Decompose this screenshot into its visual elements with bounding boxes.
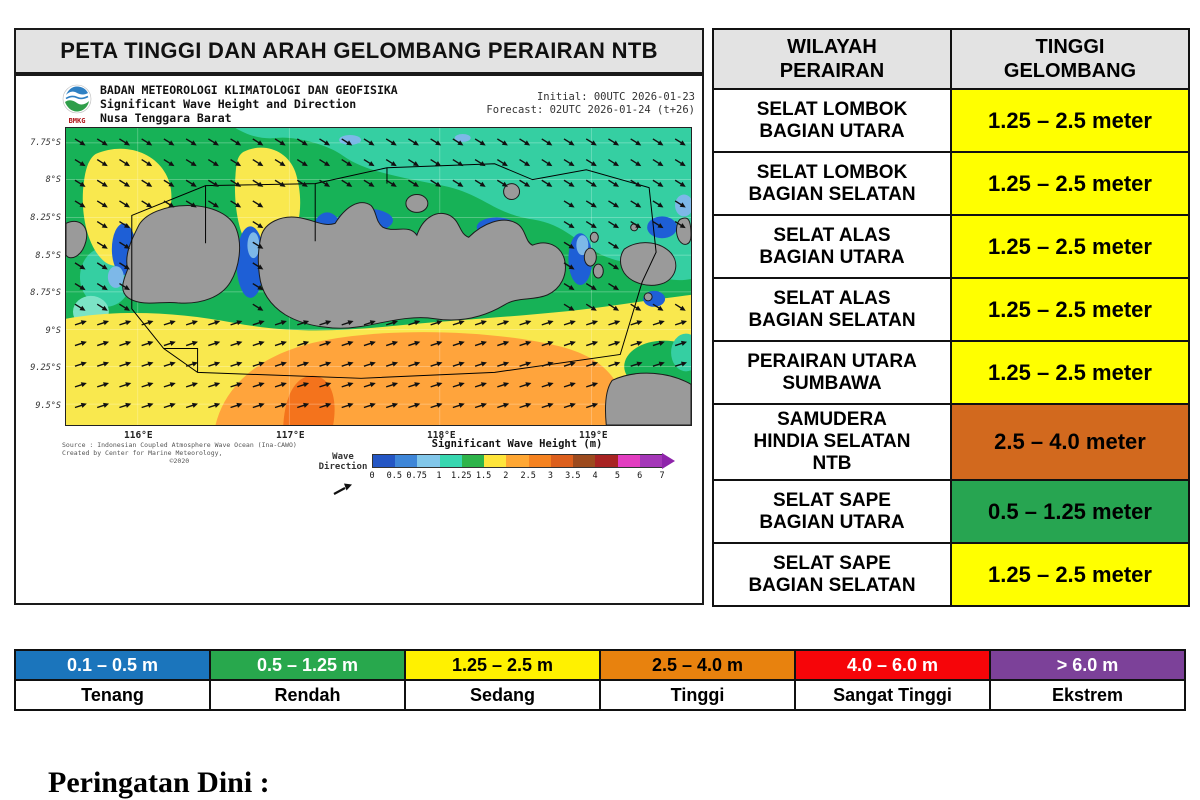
region-name: Nusa Tenggara Barat	[100, 111, 232, 125]
lat-tick: 8°S	[45, 175, 61, 185]
product-name: Significant Wave Height and Direction	[100, 97, 357, 111]
table-row: SELAT ALAS BAGIAN UTARA 1.25 – 2.5 meter	[712, 214, 1190, 279]
legend-range: 4.0 – 6.0 m	[794, 649, 991, 681]
height-cell: 1.25 – 2.5 meter	[950, 340, 1190, 405]
legend-label: Sangat Tinggi	[794, 679, 991, 711]
initial-time: Initial: 00UTC 2026-01-23	[536, 91, 695, 103]
table-row: SELAT SAPE BAGIAN UTARA 0.5 – 1.25 meter	[712, 479, 1190, 544]
height-cell: 2.5 – 4.0 meter	[950, 403, 1190, 481]
source-line: ©2020	[169, 457, 190, 465]
legend-label: Tinggi	[599, 679, 796, 711]
source-line: Created by Center for Marine Meteorology…	[62, 449, 223, 457]
height-cell: 1.25 – 2.5 meter	[950, 542, 1190, 607]
islands	[66, 183, 691, 425]
wave-height-table: WILAYAH PERAIRAN TINGGI GELOMBANG SELAT …	[712, 28, 1190, 607]
source-attribution: Source : Indonesian Coupled Atmosphere W…	[62, 441, 297, 465]
table-header-tinggi: TINGGI GELOMBANG	[950, 28, 1190, 90]
bmkg-logo-text: BMKG	[68, 117, 86, 125]
area-cell: SELAT SAPE BAGIAN SELATAN	[712, 542, 952, 607]
wave-map-panel: BMKG BADAN METEOROLOGI KLIMATOLOGI DAN G…	[14, 74, 704, 605]
lat-tick: 8.75°S	[30, 288, 61, 298]
area-cell: SAMUDERA HINDIA SELATAN NTB	[712, 403, 952, 481]
legend-label: Sedang	[404, 679, 601, 711]
height-cell: 0.5 – 1.25 meter	[950, 479, 1190, 544]
lat-tick: 8.5°S	[35, 251, 61, 261]
height-cell: 1.25 – 2.5 meter	[950, 214, 1190, 279]
legend-range: 2.5 – 4.0 m	[599, 649, 796, 681]
table-row: PERAIRAN UTARA SUMBAWA 1.25 – 2.5 meter	[712, 340, 1190, 405]
lon-tick: 117°E	[276, 430, 305, 441]
legend-range: 1.25 – 2.5 m	[404, 649, 601, 681]
lon-tick: 118°E	[427, 430, 456, 441]
height-cell: 1.25 – 2.5 meter	[950, 277, 1190, 342]
forecast-boundary	[131, 163, 657, 379]
area-cell: SELAT LOMBOK BAGIAN SELATAN	[712, 151, 952, 216]
wave-direction-key: Wave Direction	[312, 442, 374, 499]
table-row: SELAT LOMBOK BAGIAN SELATAN 1.25 – 2.5 m…	[712, 151, 1190, 216]
agency-name: BADAN METEOROLOGI KLIMATOLOGI DAN GEOFIS…	[100, 83, 398, 97]
area-cell: PERAIRAN UTARA SUMBAWA	[712, 340, 952, 405]
height-cell: 1.25 – 2.5 meter	[950, 88, 1190, 153]
table-row: SELAT LOMBOK BAGIAN UTARA 1.25 – 2.5 met…	[712, 88, 1190, 153]
area-cell: SELAT LOMBOK BAGIAN UTARA	[712, 88, 952, 153]
colorbar-ticks: 0 0.5 0.75 1 1.25 1.5 2 2.5 3 3.5 4 5 6 7	[369, 471, 665, 481]
colorbar-arrow	[662, 453, 675, 469]
lat-tick: 8.25°S	[30, 213, 61, 223]
wave-direction-label: Wave Direction	[318, 452, 368, 472]
lat-tick: 7.75°S	[30, 138, 61, 148]
lon-tick: 116°E	[124, 430, 153, 441]
lat-tick: 9.25°S	[30, 363, 61, 373]
legend-label: Ekstrem	[989, 679, 1186, 711]
legend-label: Rendah	[209, 679, 406, 711]
table-row: SELAT ALAS BAGIAN SELATAN 1.25 – 2.5 met…	[712, 277, 1190, 342]
colorbar-title: Significant Wave Height (m)	[431, 438, 603, 450]
area-cell: SELAT ALAS BAGIAN UTARA	[712, 214, 952, 279]
colorbar: Significant Wave Height (m) 0 0.5 0.75 1 1.2…	[369, 438, 682, 482]
map-panel-title: PETA TINGGI DAN ARAH GELOMBANG PERAIRAN …	[14, 28, 704, 74]
table-row: SAMUDERA HINDIA SELATAN NTB 2.5 – 4.0 me…	[712, 403, 1190, 481]
legend-range: 0.5 – 1.25 m	[209, 649, 406, 681]
area-cell: SELAT SAPE BAGIAN UTARA	[712, 479, 952, 544]
map-plot: 7.75°S 8°S 8.25°S 8.5°S 8.75°S 9°S 9.25°…	[30, 127, 692, 441]
legend-label: Tenang	[14, 679, 211, 711]
bmkg-logo-icon	[62, 84, 92, 114]
map-header: BADAN METEOROLOGI KLIMATOLOGI DAN GEOFIS…	[100, 83, 398, 125]
area-cell: SELAT ALAS BAGIAN SELATAN	[712, 277, 952, 342]
lat-tick: 9°S	[45, 326, 61, 336]
bmkg-logo: BMKG	[60, 84, 94, 125]
wave-map	[66, 128, 691, 425]
forecast-times: Initial: 00UTC 2026-01-23 Forecast: 02UT…	[486, 91, 695, 117]
lat-tick: 9.5°S	[35, 401, 61, 411]
wave-direction-sample-arrow-icon	[333, 483, 352, 495]
source-line: Source : Indonesian Coupled Atmosphere W…	[62, 441, 297, 449]
wave-height-legend: 0.1 – 0.5 m 0.5 – 1.25 m 1.25 – 2.5 m 2.…	[14, 649, 1186, 711]
height-cell: 1.25 – 2.5 meter	[950, 151, 1190, 216]
lon-tick: 119°E	[579, 430, 608, 441]
table-header-wilayah: WILAYAH PERAIRAN	[712, 28, 952, 90]
colorbar-gradient	[372, 454, 663, 468]
legend-range: > 6.0 m	[989, 649, 1186, 681]
table-row: SELAT SAPE BAGIAN SELATAN 1.25 – 2.5 met…	[712, 542, 1190, 607]
forecast-time: Forecast: 02UTC 2026-01-24 (t+26)	[486, 104, 695, 116]
early-warning-heading: Peringatan Dini :	[48, 766, 270, 799]
legend-range: 0.1 – 0.5 m	[14, 649, 211, 681]
